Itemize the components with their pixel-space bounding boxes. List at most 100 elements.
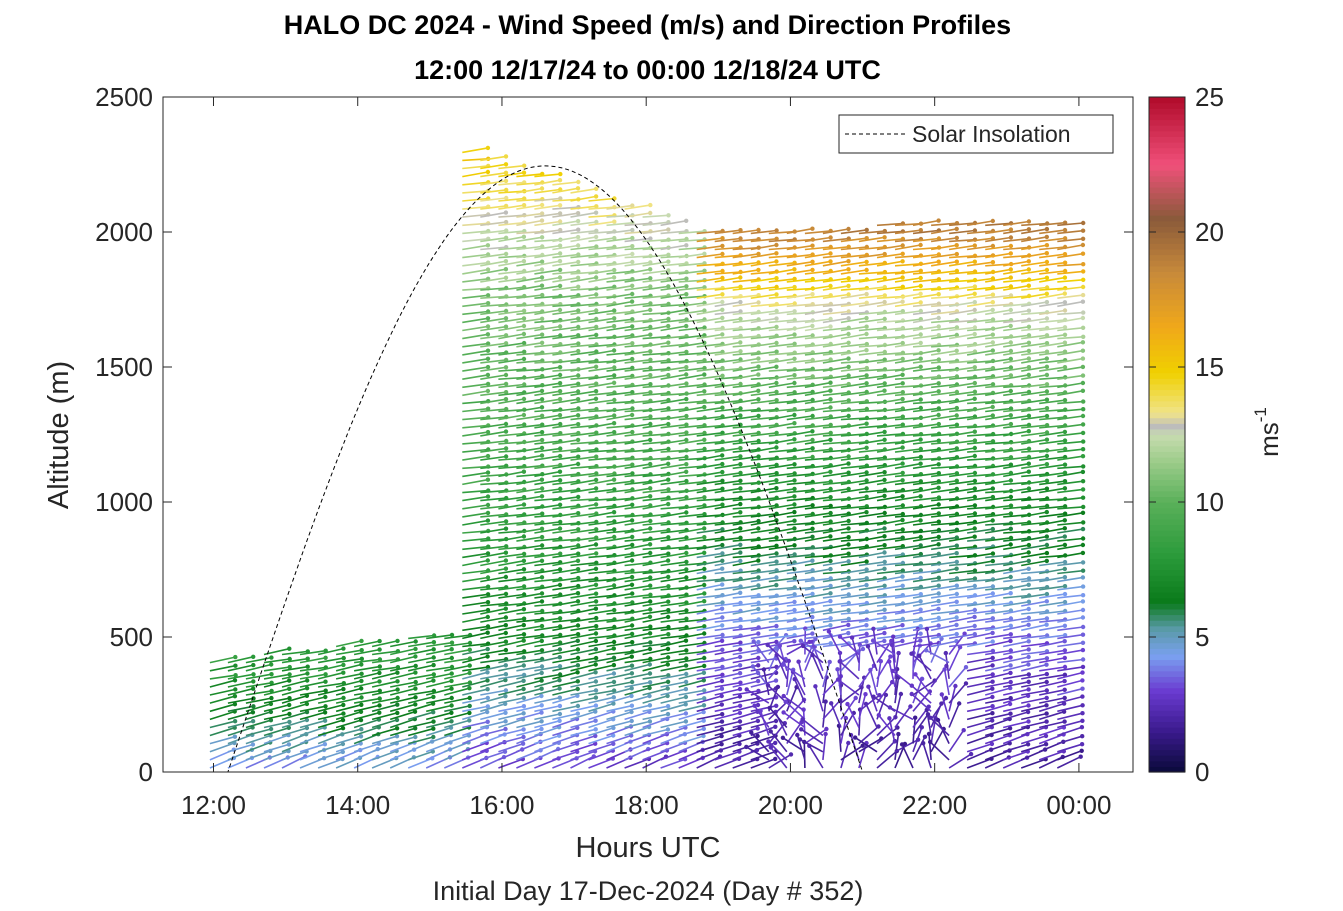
wind-barb	[552, 455, 579, 461]
wind-barb-tip	[575, 211, 581, 216]
wind-barb	[245, 719, 272, 729]
wind-barb	[786, 553, 813, 559]
wind-barb	[570, 607, 597, 615]
wind-barb	[642, 552, 669, 559]
wind-barb	[750, 376, 777, 380]
wind-barb	[660, 392, 687, 397]
wind-barb-tip	[576, 381, 581, 386]
wind-barb	[714, 664, 741, 672]
wind-barb	[768, 488, 795, 494]
wind-barb	[552, 705, 579, 713]
wind-barb-tip	[612, 316, 617, 321]
wind-barb	[642, 609, 669, 615]
wind-barb	[570, 728, 596, 737]
wind-barb	[516, 212, 543, 218]
wind-barb-tip	[557, 283, 563, 289]
wind-barb-tip	[738, 446, 743, 451]
wind-barb	[678, 704, 705, 713]
wind-barb	[516, 342, 543, 348]
wind-barb-tip	[593, 542, 599, 547]
wind-barb	[281, 755, 306, 769]
wind-barb-tip	[359, 702, 364, 707]
wind-barb-tip	[864, 373, 869, 378]
wind-barb	[786, 616, 813, 623]
wind-barb	[732, 594, 759, 599]
wind-barb-tip	[520, 741, 526, 746]
wind-barb	[750, 238, 777, 243]
wind-barb	[624, 527, 651, 534]
wind-barb	[606, 424, 633, 429]
wind-barb	[498, 633, 525, 640]
wind-barb-tip	[1062, 275, 1068, 280]
wind-barb-tip	[781, 693, 786, 699]
wind-barb-tip	[1026, 639, 1031, 644]
wind-barb-tip	[1044, 719, 1049, 724]
wind-barb-tip	[395, 702, 400, 707]
wind-barb	[227, 743, 254, 753]
wind-barb	[732, 455, 759, 461]
wind-barb	[534, 432, 561, 437]
wind-barb	[588, 286, 615, 291]
wind-barb-tip	[990, 413, 995, 418]
wind-barb-tip	[1062, 534, 1068, 539]
wind-barb	[570, 543, 597, 551]
wind-barb-tip	[972, 284, 978, 289]
wind-barb	[750, 446, 777, 453]
wind-barb	[714, 743, 740, 753]
wind-barb	[552, 244, 579, 251]
wind-barb	[462, 222, 489, 227]
wind-barb-tip	[835, 667, 840, 672]
wind-barb-tip	[449, 678, 454, 684]
wind-barb	[407, 757, 433, 769]
wind-barb-tip	[846, 267, 851, 272]
wind-barb-tip	[792, 639, 797, 644]
wind-barb-tip	[1062, 542, 1068, 548]
wind-barb	[624, 374, 651, 380]
wind-barb	[498, 465, 525, 470]
wind-barb	[462, 366, 489, 372]
wind-barb	[462, 374, 489, 380]
wind-barb-tip	[467, 686, 472, 691]
wind-barb-tip	[557, 672, 563, 677]
wind-barb	[588, 246, 615, 251]
wind-barb	[462, 642, 489, 648]
wind-barb-tip	[575, 413, 581, 418]
wind-barb	[498, 513, 525, 518]
wind-barb-tip	[449, 686, 454, 691]
wind-barb	[804, 480, 831, 486]
wind-barb-tip	[611, 662, 617, 668]
wind-barb	[534, 173, 561, 178]
wind-barb-tip	[539, 405, 545, 410]
wind-barb	[371, 680, 398, 688]
wind-barb-tip	[792, 462, 797, 467]
wind-barb-tip	[936, 519, 941, 524]
wind-barb-tip	[774, 236, 779, 241]
wind-barb-tip	[972, 614, 977, 620]
wind-barb	[714, 358, 741, 364]
wind-barb-tip	[702, 624, 707, 629]
wind-barb-tip	[866, 684, 871, 689]
wind-barb	[462, 390, 489, 397]
wind-barb	[534, 390, 561, 397]
wind-barb-tip	[521, 551, 527, 557]
wind-barb-tip	[936, 259, 941, 264]
wind-barb-tip	[377, 638, 382, 644]
wind-barb-tip	[648, 373, 653, 378]
wind-barb	[753, 705, 770, 728]
wind-barb-tip	[828, 251, 833, 256]
wind-barb-tip	[954, 559, 959, 565]
wind-barb	[462, 648, 488, 656]
wind-barb	[768, 544, 795, 551]
wind-barb	[750, 672, 777, 680]
wind-barb	[588, 743, 614, 753]
wind-barb-tip	[557, 365, 563, 370]
wind-barb-tip	[701, 709, 706, 715]
wind-barb	[245, 734, 271, 745]
wind-barb-tip	[503, 162, 509, 167]
wind-barb	[768, 527, 795, 534]
wind-barb	[498, 204, 525, 210]
wind-barb	[750, 625, 777, 632]
wind-barb-tip	[485, 502, 491, 508]
wind-barb	[498, 530, 525, 534]
wind-barb	[552, 568, 579, 575]
